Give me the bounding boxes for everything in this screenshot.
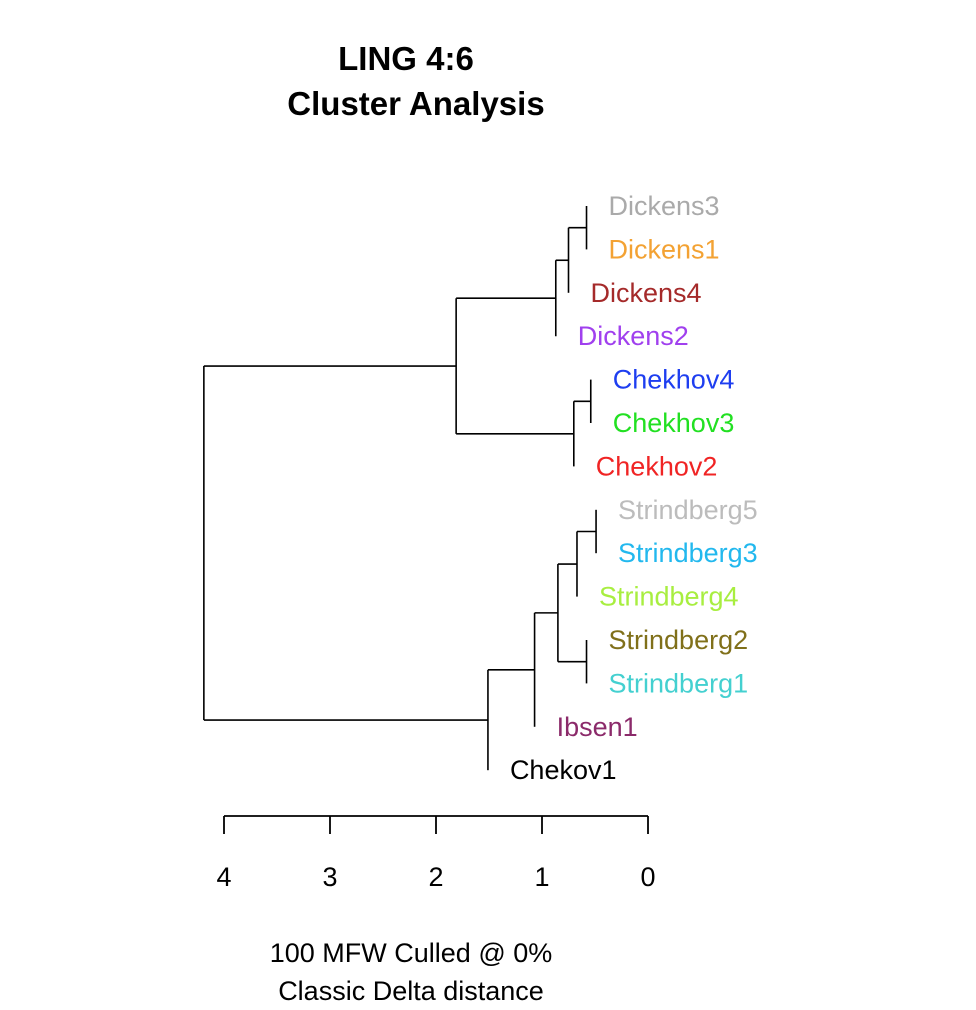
leaf-label-dickens1: Dickens1 <box>609 234 720 264</box>
leaf-label-strindberg3: Strindberg3 <box>618 538 758 568</box>
axis-tick-label-4: 4 <box>216 862 231 892</box>
axis-tick-label-3: 3 <box>322 862 337 892</box>
chart-subtitle: 100 MFW Culled @ 0% Classic Delta distan… <box>270 938 553 1006</box>
axis-tick-label-2: 2 <box>428 862 443 892</box>
leaf-label-chekov1: Chekov1 <box>510 755 617 785</box>
chart-title: LING 4:6 Cluster Analysis <box>287 40 544 122</box>
axis-tick-label-1: 1 <box>534 862 549 892</box>
leaf-label-strindberg1: Strindberg1 <box>609 668 749 698</box>
leaf-label-dickens3: Dickens3 <box>609 191 720 221</box>
leaf-label-chekhov2: Chekhov2 <box>596 451 718 481</box>
dendrogram-branches <box>203 206 597 771</box>
leaf-label-strindberg2: Strindberg2 <box>609 625 749 655</box>
distance-axis: 4 3 2 1 0 <box>216 815 656 892</box>
subtitle-line-1: 100 MFW Culled @ 0% <box>270 938 553 968</box>
leaf-label-chekhov4: Chekhov4 <box>613 365 735 395</box>
title-line-1: LING 4:6 <box>338 40 474 77</box>
subtitle-line-2: Classic Delta distance <box>278 976 544 1006</box>
leaf-label-dickens4: Dickens4 <box>591 278 702 308</box>
leaf-label-ibsen1: Ibsen1 <box>557 712 638 742</box>
leaf-label-strindberg4: Strindberg4 <box>599 582 739 612</box>
leaf-labels: Dickens3 Dickens1 Dickens4 Dickens2 Chekhov4… <box>510 191 758 785</box>
axis-tick-label-0: 0 <box>640 862 655 892</box>
leaf-label-strindberg5: Strindberg5 <box>618 495 758 525</box>
leaf-label-dickens2: Dickens2 <box>578 321 689 351</box>
leaf-label-chekhov3: Chekhov3 <box>613 408 735 438</box>
title-line-2: Cluster Analysis <box>287 85 544 122</box>
